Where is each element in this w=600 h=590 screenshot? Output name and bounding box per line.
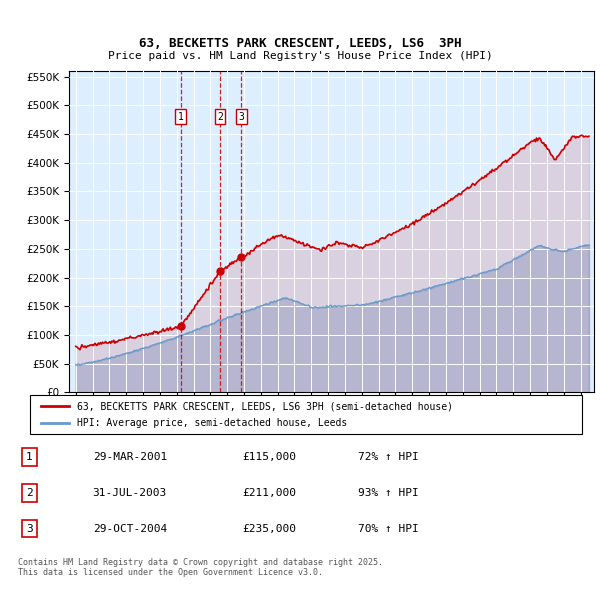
Text: 3: 3 [238, 112, 244, 122]
Text: 72% ↑ HPI: 72% ↑ HPI [358, 452, 418, 462]
Text: 93% ↑ HPI: 93% ↑ HPI [358, 488, 418, 497]
Text: Price paid vs. HM Land Registry's House Price Index (HPI): Price paid vs. HM Land Registry's House … [107, 51, 493, 61]
Text: HPI: Average price, semi-detached house, Leeds: HPI: Average price, semi-detached house,… [77, 418, 347, 428]
Text: 70% ↑ HPI: 70% ↑ HPI [358, 523, 418, 533]
Text: 2: 2 [217, 112, 223, 122]
Text: Contains HM Land Registry data © Crown copyright and database right 2025.
This d: Contains HM Land Registry data © Crown c… [18, 558, 383, 577]
Text: 31-JUL-2003: 31-JUL-2003 [92, 488, 167, 497]
Text: 63, BECKETTS PARK CRESCENT, LEEDS, LS6  3PH: 63, BECKETTS PARK CRESCENT, LEEDS, LS6 3… [139, 37, 461, 50]
Text: 1: 1 [178, 112, 184, 122]
Text: £235,000: £235,000 [242, 523, 296, 533]
Text: 1: 1 [26, 452, 32, 462]
Text: 29-MAR-2001: 29-MAR-2001 [92, 452, 167, 462]
Text: 2: 2 [26, 488, 32, 497]
Text: 29-OCT-2004: 29-OCT-2004 [92, 523, 167, 533]
FancyBboxPatch shape [30, 395, 582, 434]
Text: £115,000: £115,000 [242, 452, 296, 462]
Text: 63, BECKETTS PARK CRESCENT, LEEDS, LS6 3PH (semi-detached house): 63, BECKETTS PARK CRESCENT, LEEDS, LS6 3… [77, 401, 453, 411]
Text: £211,000: £211,000 [242, 488, 296, 497]
Text: 3: 3 [26, 523, 32, 533]
